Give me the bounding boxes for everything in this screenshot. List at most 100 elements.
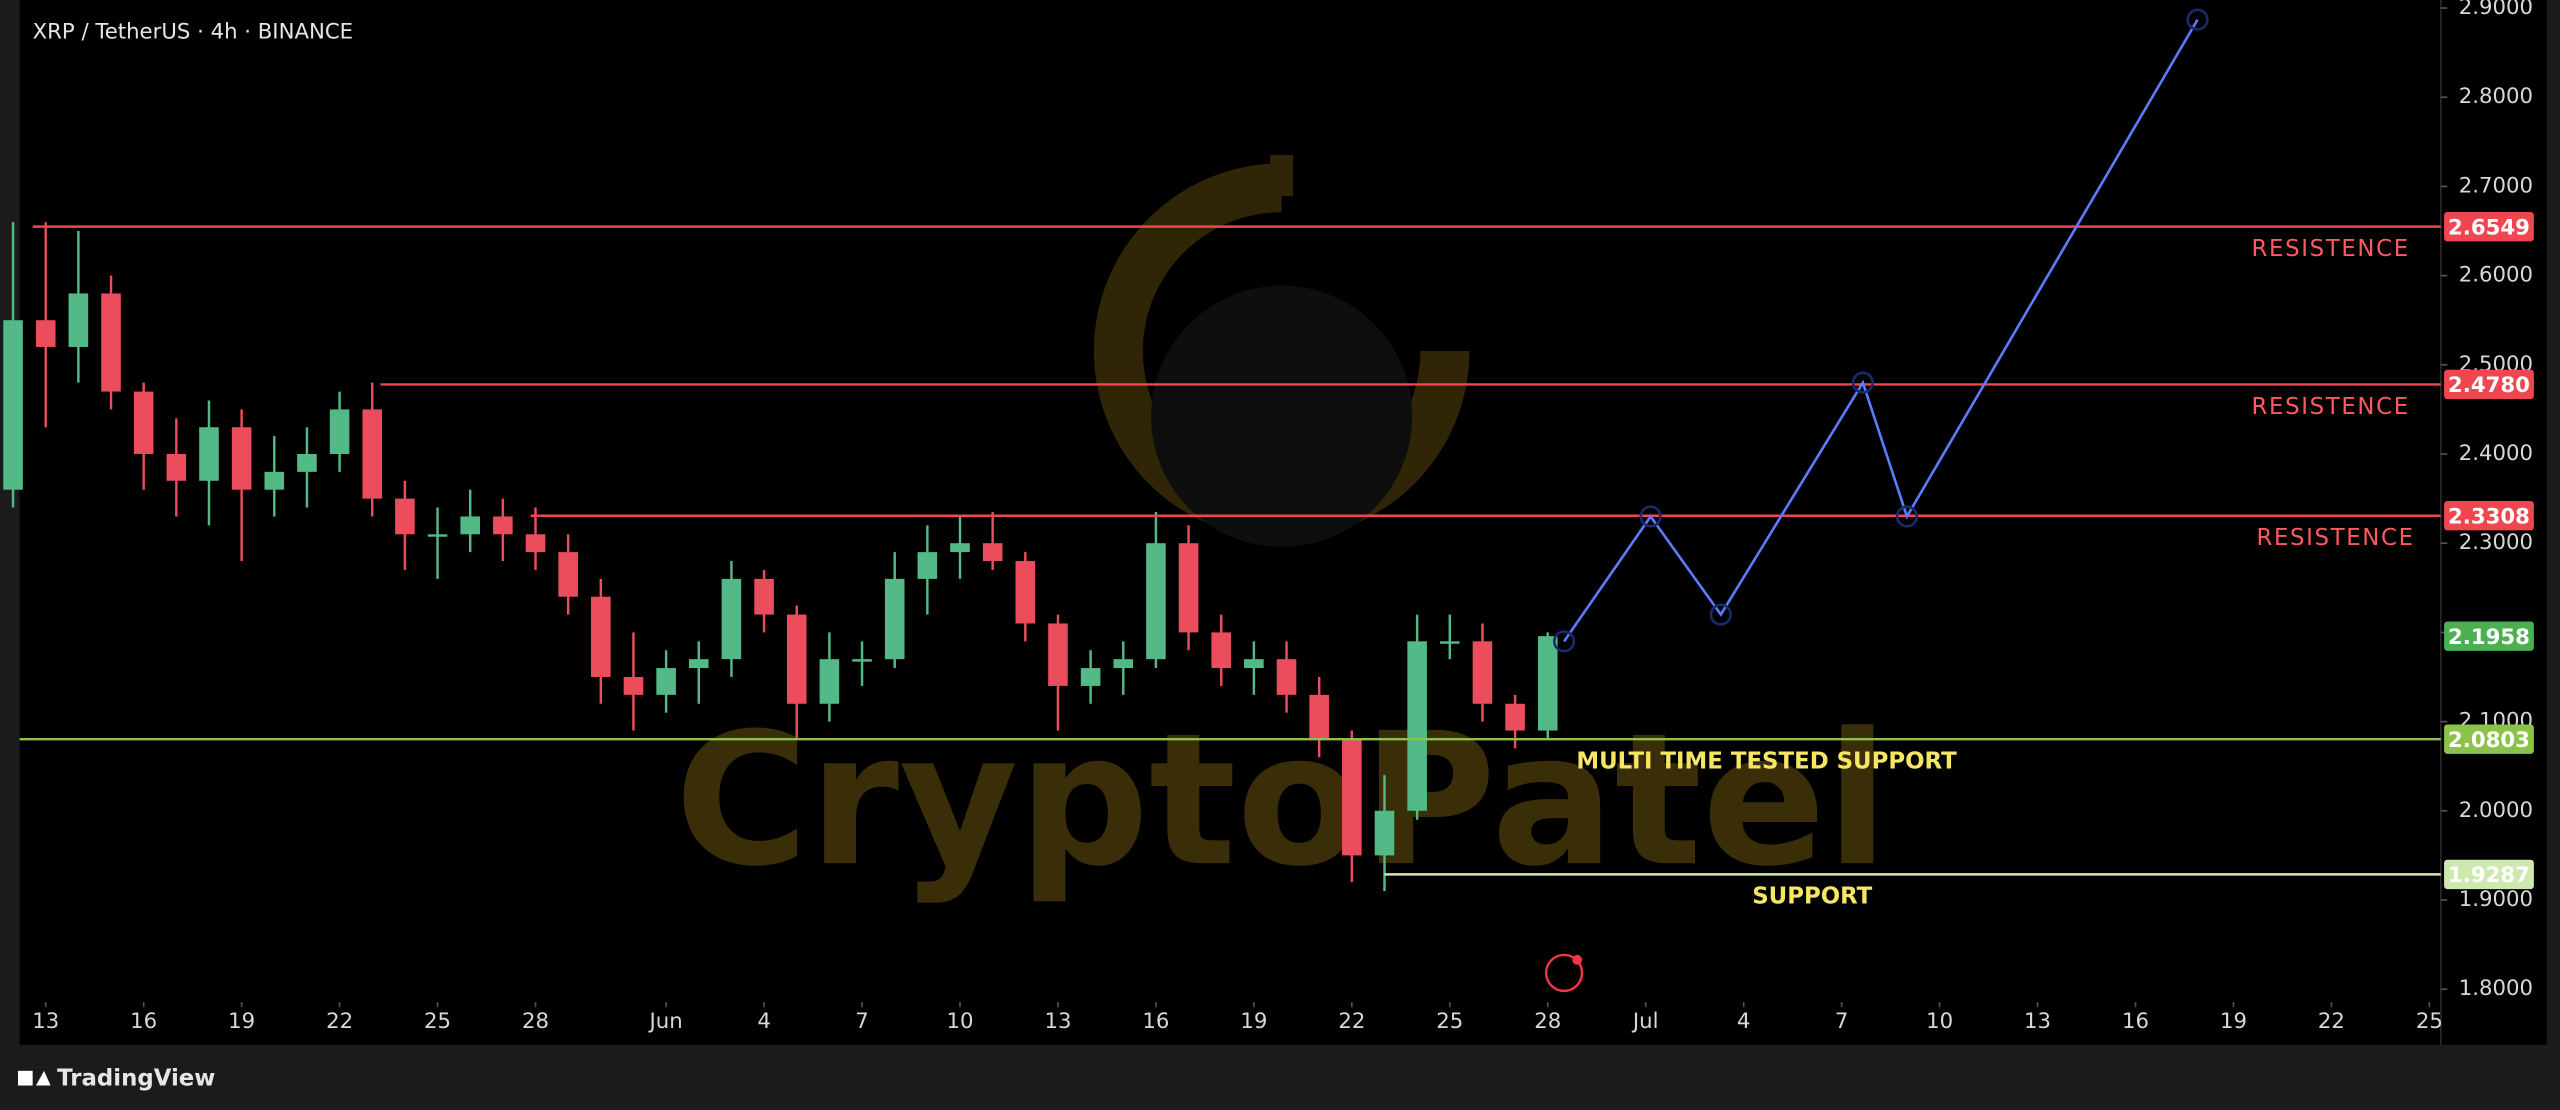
- y-tick-label: 1.8000: [2459, 976, 2533, 1001]
- level-annotation: RESISTENCE: [2252, 394, 2410, 420]
- candle-body: [1309, 694, 1329, 740]
- candle-body: [427, 534, 448, 537]
- candle-body: [656, 668, 676, 695]
- candle-body: [1472, 641, 1493, 704]
- candle-body: [1537, 636, 1558, 731]
- watermark: CryptoPatel: [675, 694, 1889, 907]
- level-price-box: [2444, 369, 2534, 400]
- candle-body: [362, 409, 383, 499]
- footer-logo: [17, 1070, 51, 1086]
- candle-body: [852, 659, 872, 662]
- y-tick-label: 2.7000: [2459, 173, 2533, 198]
- candle-body: [721, 578, 742, 660]
- candle-body: [1407, 641, 1427, 811]
- candle-body: [786, 614, 807, 704]
- projection-point: [1709, 603, 1732, 626]
- candle-body: [950, 543, 970, 553]
- last-price-label: 2.1958: [2448, 625, 2530, 650]
- x-tick-label: 19: [228, 1009, 255, 1034]
- projection-point: [1552, 630, 1576, 653]
- candle-body: [460, 516, 480, 535]
- candle-body: [133, 391, 154, 455]
- candle-body: [199, 427, 219, 481]
- x-tick-label: 4: [757, 1009, 771, 1034]
- candle-body: [525, 534, 546, 553]
- chart-title: XRP / TetherUS · 4h · BINANCE: [33, 20, 353, 45]
- level-annotation: RESISTENCE: [2256, 525, 2414, 551]
- candle-body: [68, 293, 89, 347]
- candle-body: [3, 320, 23, 490]
- level-annotation: SUPPORT: [1752, 884, 1872, 910]
- level-price-box: [2444, 859, 2534, 890]
- projection-line: [1563, 18, 2199, 643]
- x-tick-label: 22: [2318, 1009, 2345, 1034]
- x-tick-label: 7: [855, 1009, 869, 1034]
- candle-body: [1440, 641, 1460, 644]
- candle-body: [1080, 668, 1101, 686]
- candle-body: [819, 659, 840, 704]
- alert-icon: [1544, 953, 1584, 993]
- candle-body: [884, 578, 905, 660]
- footer-brand: TradingView: [57, 1065, 215, 1091]
- x-tick-label: 16: [1142, 1009, 1169, 1034]
- candle-body: [1211, 632, 1232, 669]
- candle-body: [1244, 659, 1264, 669]
- candle-body: [101, 293, 121, 392]
- candle-body: [35, 320, 56, 347]
- candle-body: [493, 516, 513, 535]
- x-tick-label: 25: [2416, 1009, 2443, 1034]
- x-tick-label: 22: [326, 1009, 353, 1034]
- projection-point: [1639, 505, 1662, 528]
- y-tick-label: 2.3000: [2459, 530, 2533, 555]
- candle-body: [1113, 659, 1134, 669]
- candle-body: [1146, 543, 1166, 660]
- y-tick-label: 2.4000: [2459, 441, 2533, 466]
- x-tick-label: 10: [946, 1009, 973, 1034]
- x-tick-label: 25: [424, 1009, 451, 1034]
- x-tick-label: 28: [522, 1009, 549, 1034]
- x-tick-label: 13: [32, 1009, 59, 1034]
- candle-body: [688, 659, 709, 669]
- watermark-logo: [1093, 155, 1470, 547]
- level-price-label: 2.4780: [2448, 373, 2530, 398]
- level-price-label: 2.6549: [2448, 215, 2530, 240]
- level-price-label: 2.0803: [2448, 728, 2530, 753]
- chart-background: [19, 0, 2547, 1045]
- candle-body: [982, 543, 1003, 562]
- candle-body: [591, 596, 611, 678]
- x-tick-label: 19: [1240, 1009, 1267, 1034]
- x-tick-label: 22: [1338, 1009, 1365, 1034]
- level-price-box: [2444, 211, 2534, 242]
- x-tick-label: 4: [1737, 1009, 1751, 1034]
- projection-point: [1851, 371, 1874, 394]
- projection-point: [1895, 505, 1919, 528]
- x-tick-label: Jun: [648, 1009, 683, 1034]
- candle-body: [1342, 739, 1362, 856]
- y-tick-label: 2.8000: [2459, 84, 2533, 109]
- candle-body: [1178, 543, 1199, 633]
- level-annotation: MULTI TIME TESTED SUPPORT: [1576, 749, 1957, 775]
- last-price-box: [2444, 621, 2534, 651]
- x-tick-label: 10: [1926, 1009, 1953, 1034]
- x-tick-label: 28: [1534, 1009, 1561, 1034]
- x-tick-label: 25: [1436, 1009, 1463, 1034]
- candle-body: [917, 552, 938, 579]
- candle-body: [1048, 623, 1068, 686]
- y-tick-label: 2.9000: [2459, 0, 2533, 20]
- level-price-label: 1.9287: [2448, 863, 2530, 888]
- candle-body: [1374, 810, 1395, 856]
- level-annotation: RESISTENCE: [2252, 236, 2410, 262]
- candle-body: [1276, 659, 1297, 695]
- candle-body: [329, 409, 350, 455]
- level-price-label: 2.3308: [2448, 504, 2530, 529]
- y-tick-label: 2.0000: [2459, 798, 2533, 823]
- candle-body: [623, 677, 644, 695]
- x-tick-label: Jul: [1631, 1009, 1659, 1034]
- level-price-box: [2444, 724, 2534, 754]
- candle-body: [1015, 561, 1036, 624]
- candle-body: [231, 427, 252, 490]
- y-tick-label: 1.9000: [2459, 887, 2533, 912]
- x-tick-label: 13: [1044, 1009, 1071, 1034]
